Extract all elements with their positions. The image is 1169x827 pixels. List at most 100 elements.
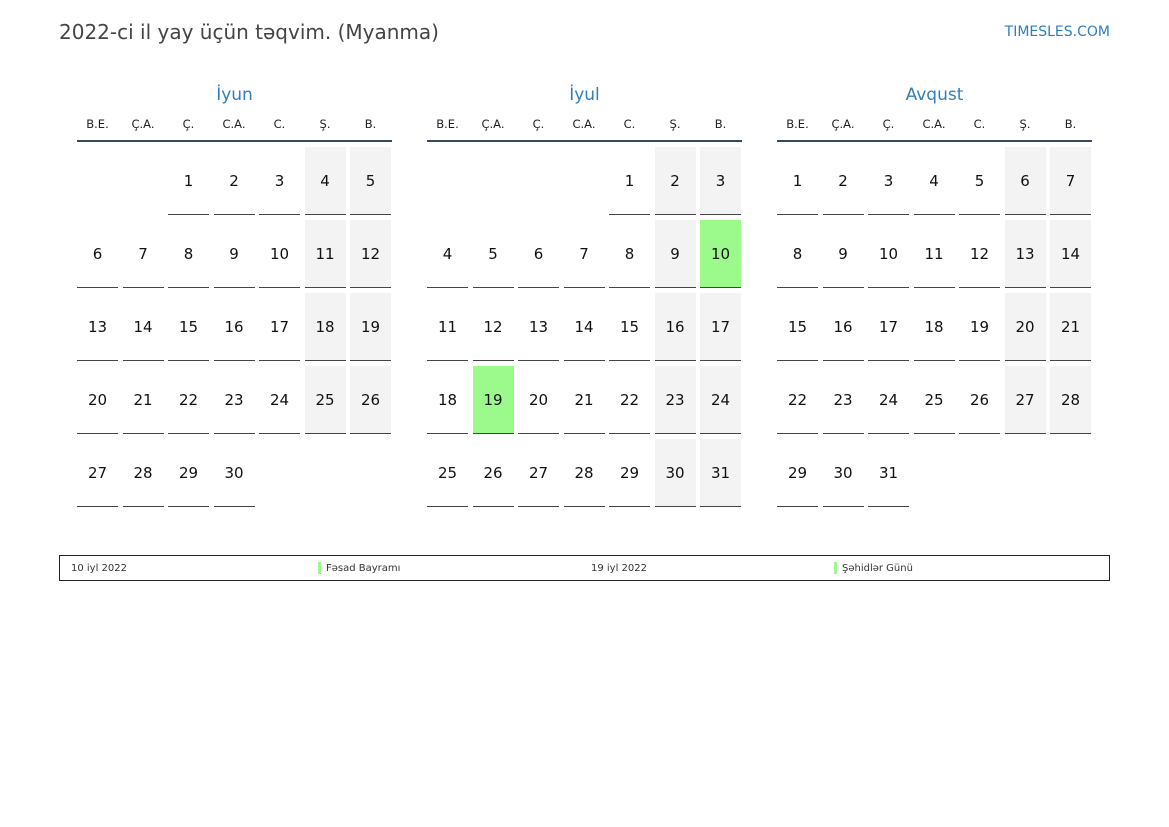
day-cell: 15 bbox=[168, 293, 209, 361]
day-cell: 27 bbox=[77, 439, 118, 507]
day-cell: 3 bbox=[259, 147, 300, 215]
day-cell: 22 bbox=[168, 366, 209, 434]
weekday-label: Ç.A. bbox=[131, 117, 155, 131]
day-cell: 28 bbox=[122, 439, 164, 507]
weekday-label: C. bbox=[623, 117, 636, 131]
empty-day-cell bbox=[564, 147, 605, 215]
day-cell: 25 bbox=[427, 439, 468, 507]
day-cell: 12 bbox=[472, 293, 514, 361]
day-cell: 23 bbox=[213, 366, 255, 434]
day-cell: 18 bbox=[427, 366, 468, 434]
day-grid: 1 2 3 4 5 6 7 8 9 10 11 12 13 14 15 16 17 18 19 20 21 22 23 24 2… bbox=[427, 147, 742, 507]
empty-day-cell bbox=[77, 147, 118, 215]
day-cell: 3 bbox=[700, 147, 741, 215]
day-cell: 14 bbox=[1050, 220, 1091, 288]
empty-day-cell bbox=[473, 147, 514, 215]
day-cell: 22 bbox=[777, 366, 818, 434]
day-cell: 8 bbox=[777, 220, 818, 288]
month-title: İyul bbox=[569, 85, 600, 105]
weekday-label: Ç.A. bbox=[831, 117, 855, 131]
day-cell: 10 bbox=[868, 220, 909, 288]
day-cell: 17 bbox=[868, 293, 909, 361]
day-cell: 13 bbox=[77, 293, 118, 361]
weekday-label: Ç.A. bbox=[481, 117, 505, 131]
day-cell: 28 bbox=[1050, 366, 1091, 434]
weekday-label: B.E. bbox=[436, 117, 459, 131]
day-cell: 29 bbox=[609, 439, 650, 507]
day-cell: 18 bbox=[304, 293, 346, 361]
day-cell: 6 bbox=[1004, 147, 1046, 215]
day-cell: 15 bbox=[777, 293, 818, 361]
day-cell: 29 bbox=[168, 439, 209, 507]
page-title: 2022-ci il yay üçün təqvim. (Myanma) bbox=[59, 20, 439, 44]
day-cell: 4 bbox=[913, 147, 955, 215]
day-cell: 6 bbox=[77, 220, 118, 288]
empty-day-cell bbox=[123, 147, 164, 215]
weekday-label: C.A. bbox=[922, 117, 946, 131]
day-cell: 20 bbox=[77, 366, 118, 434]
day-cell: 25 bbox=[304, 366, 346, 434]
day-cell: 12 bbox=[350, 220, 391, 288]
site-link[interactable]: TIMESLES.COM bbox=[1004, 24, 1110, 40]
day-cell: 13 bbox=[1004, 220, 1046, 288]
day-cell: 4 bbox=[427, 220, 468, 288]
weekday-label: Ş. bbox=[669, 117, 681, 131]
day-cell: 20 bbox=[518, 366, 559, 434]
month-august: Avqust B.E. Ç.A. Ç. C.A. C. Ş. B. 1 2 3 4 5 6 7 8 9 10 1… bbox=[777, 82, 1092, 507]
day-cell: 3 bbox=[868, 147, 909, 215]
day-cell: 9 bbox=[822, 220, 864, 288]
day-cell: 20 bbox=[1004, 293, 1046, 361]
day-cell: 8 bbox=[168, 220, 209, 288]
day-cell: 15 bbox=[609, 293, 650, 361]
weekday-header: B.E. Ç.A. Ç. C.A. C. Ş. B. bbox=[77, 108, 392, 142]
day-cell: 5 bbox=[472, 220, 514, 288]
weekday-label: B. bbox=[364, 117, 377, 131]
day-cell: 1 bbox=[609, 147, 650, 215]
weekday-label: C.A. bbox=[222, 117, 246, 131]
day-cell: 9 bbox=[654, 220, 696, 288]
day-cell: 18 bbox=[913, 293, 955, 361]
day-cell: 8 bbox=[609, 220, 650, 288]
day-cell: 2 bbox=[822, 147, 864, 215]
day-cell: 22 bbox=[609, 366, 650, 434]
legend-marker bbox=[318, 562, 321, 574]
day-cell: 5 bbox=[350, 147, 391, 215]
day-cell: 26 bbox=[472, 439, 514, 507]
holiday-day-cell: 10 bbox=[700, 220, 741, 288]
day-cell: 13 bbox=[518, 293, 559, 361]
day-cell: 31 bbox=[700, 439, 741, 507]
holiday-day-cell: 19 bbox=[472, 366, 514, 434]
weekday-label: Ş. bbox=[1019, 117, 1031, 131]
day-cell: 30 bbox=[822, 439, 864, 507]
weekday-label: B.E. bbox=[86, 117, 109, 131]
empty-day-cell bbox=[427, 147, 468, 215]
weekday-label: Ş. bbox=[319, 117, 331, 131]
day-cell: 26 bbox=[959, 366, 1000, 434]
holiday-legend: 10 iyl 2022 Fəsad Bayramı 19 iyl 2022 Şə… bbox=[59, 555, 1110, 581]
legend-holiday-name: Fəsad Bayramı bbox=[326, 563, 401, 574]
day-cell: 11 bbox=[304, 220, 346, 288]
day-cell: 21 bbox=[1050, 293, 1091, 361]
day-cell: 9 bbox=[213, 220, 255, 288]
day-cell: 7 bbox=[122, 220, 164, 288]
day-cell: 28 bbox=[563, 439, 605, 507]
day-cell: 10 bbox=[259, 220, 300, 288]
weekday-header: B.E. Ç.A. Ç. C.A. C. Ş. B. bbox=[427, 108, 742, 142]
day-cell: 11 bbox=[427, 293, 468, 361]
weekday-label: C.A. bbox=[572, 117, 596, 131]
day-cell: 21 bbox=[122, 366, 164, 434]
day-cell: 12 bbox=[959, 220, 1000, 288]
day-cell: 1 bbox=[777, 147, 818, 215]
legend-marker bbox=[834, 562, 837, 574]
day-cell: 24 bbox=[259, 366, 300, 434]
day-cell: 26 bbox=[350, 366, 391, 434]
day-cell: 14 bbox=[563, 293, 605, 361]
day-cell: 16 bbox=[213, 293, 255, 361]
day-cell: 14 bbox=[122, 293, 164, 361]
weekday-label: B. bbox=[1064, 117, 1077, 131]
day-cell: 11 bbox=[913, 220, 955, 288]
weekday-label: Ç. bbox=[182, 117, 195, 131]
weekday-label: C. bbox=[273, 117, 286, 131]
day-cell: 24 bbox=[868, 366, 909, 434]
day-cell: 2 bbox=[654, 147, 696, 215]
